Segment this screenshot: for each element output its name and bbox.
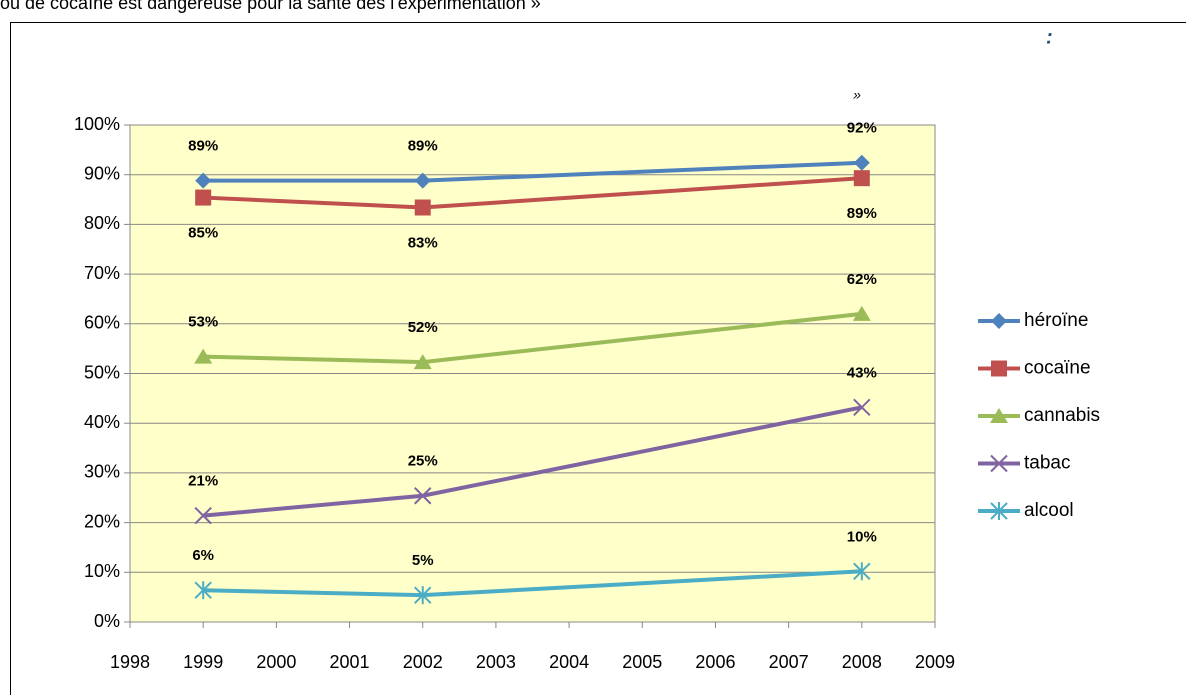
data-label: 89%: [408, 138, 438, 155]
x-tick-label: 2006: [695, 652, 735, 672]
legend-label: cocaïne: [1024, 358, 1091, 379]
legend-label: tabac: [1024, 453, 1070, 474]
data-label: 62%: [847, 271, 877, 288]
marker: [195, 172, 212, 189]
marker: [990, 408, 1008, 423]
marker: [414, 586, 432, 605]
marker: [991, 313, 1007, 329]
marker: [990, 502, 1008, 520]
y-tick-label: 80%: [84, 213, 120, 233]
marker: [853, 154, 870, 171]
marker: [194, 506, 212, 525]
x-tick-label: 2005: [622, 652, 662, 672]
data-label: 25%: [408, 453, 438, 470]
legend-label: héroïne: [1024, 310, 1088, 331]
data-label: 21%: [188, 473, 218, 490]
data-label: 89%: [847, 205, 877, 222]
y-tick-label: 50%: [84, 362, 120, 382]
data-label: 6%: [192, 547, 214, 564]
marker: [853, 170, 870, 187]
x-tick-label: 2009: [915, 652, 955, 672]
marker: [414, 487, 432, 505]
marker-stroke: [990, 454, 1008, 473]
data-label: 83%: [408, 234, 438, 251]
annotation: :: [1046, 26, 1053, 48]
marker-stroke: [414, 487, 432, 505]
data-label: 52%: [408, 319, 438, 336]
x-tick-label: 2000: [256, 652, 296, 672]
marker: [853, 562, 871, 581]
data-label: 53%: [188, 314, 218, 331]
marker: [413, 354, 432, 370]
y-tick-label: 70%: [84, 263, 120, 283]
x-tick-label: 1998: [110, 652, 150, 672]
y-tick-label: 10%: [84, 561, 120, 581]
chart-title: ou de cocaïne est dangereuse pour la san…: [0, 0, 541, 13]
data-label: 85%: [188, 225, 218, 242]
marker: [194, 348, 213, 364]
data-label: 43%: [847, 364, 877, 381]
data-label: 5%: [412, 552, 434, 569]
marker: [852, 305, 871, 321]
marker: [853, 398, 871, 417]
data-label: 89%: [188, 138, 218, 155]
marker-stroke: [194, 506, 212, 525]
marker: [195, 189, 212, 206]
marker: [414, 172, 431, 189]
y-tick-label: 90%: [84, 163, 120, 183]
x-tick-label: 2003: [476, 652, 516, 672]
annotation: »: [853, 87, 861, 103]
y-tick-label: 60%: [84, 313, 120, 333]
y-tick-label: 40%: [84, 412, 120, 432]
marker: [414, 199, 431, 216]
marker: [991, 360, 1007, 377]
data-label: 10%: [847, 528, 877, 545]
data-label: 92%: [847, 120, 877, 137]
legend-label: alcool: [1024, 500, 1074, 521]
x-tick-label: 2004: [549, 652, 589, 672]
x-tick-label: 2008: [842, 652, 882, 672]
marker: [990, 454, 1008, 473]
y-tick-label: 0%: [94, 611, 120, 631]
x-tick-label: 2002: [403, 652, 443, 672]
chart-frame: [10, 22, 1186, 695]
y-tick-label: 100%: [74, 114, 120, 134]
marker: [194, 581, 212, 600]
x-tick-label: 2001: [330, 652, 370, 672]
y-tick-label: 30%: [84, 462, 120, 482]
marker-stroke: [853, 398, 871, 417]
x-tick-label: 1999: [183, 652, 223, 672]
y-tick-label: 20%: [84, 511, 120, 531]
legend-label: cannabis: [1024, 405, 1100, 426]
x-tick-label: 2007: [769, 652, 809, 672]
